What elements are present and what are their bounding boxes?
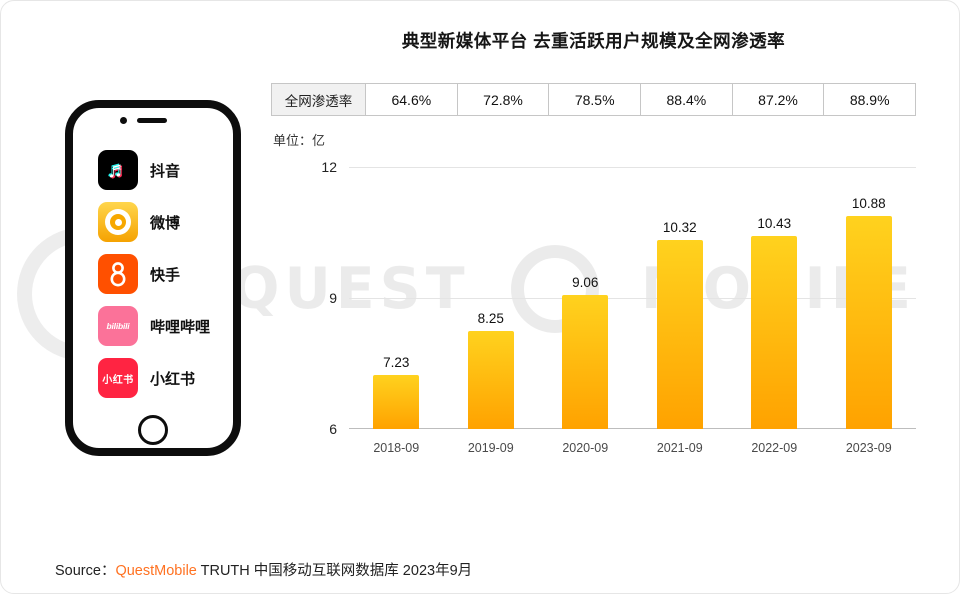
weibo-eye-iris bbox=[110, 214, 126, 230]
x-tick-label: 2020-09 bbox=[562, 441, 609, 455]
bar-value-label: 9.06 bbox=[572, 275, 599, 291]
bar-value-label: 10.32 bbox=[662, 220, 697, 236]
xiaohongshu-wordmark: 小红书 bbox=[102, 374, 134, 386]
y-axis-tick-label: 12 bbox=[321, 159, 337, 175]
bar-2020-09 bbox=[562, 295, 609, 429]
bar-2022-09 bbox=[751, 235, 798, 429]
app-label-douyin: 抖音 bbox=[150, 162, 181, 180]
app-row-weibo: 微博 bbox=[98, 202, 227, 242]
bar-column-2020: 9.06 bbox=[538, 167, 633, 429]
bar-column-2022: 10.43 bbox=[727, 167, 822, 429]
music-note-glyph: ♬ bbox=[107, 157, 129, 182]
x-tick-label: 2022-09 bbox=[751, 441, 798, 455]
penetration-value-2022: 87.2% bbox=[731, 83, 825, 116]
bar-column-2018: 7.23 bbox=[349, 167, 444, 429]
bar-2019-09 bbox=[467, 330, 514, 429]
penetration-value-2018: 64.6% bbox=[365, 83, 458, 116]
penetration-value-2020: 78.5% bbox=[548, 83, 642, 116]
douyin-icon: ♬ bbox=[98, 150, 138, 190]
bar-column-2021: 10.32 bbox=[633, 167, 728, 429]
bar-2018-09 bbox=[373, 375, 420, 429]
kuaishou-camera-shape bbox=[110, 262, 126, 287]
x-tick-label: 2019-09 bbox=[467, 441, 514, 455]
app-row-kuaishou: 快手 bbox=[98, 254, 227, 294]
penetration-value-2019: 72.8% bbox=[456, 83, 550, 116]
x-axis-line bbox=[349, 428, 916, 429]
kuaishou-icon bbox=[98, 254, 138, 294]
x-axis-labels: 2018-09 2019-09 2020-09 2021-09 2022-09 … bbox=[349, 441, 916, 455]
bar-chart: 12 9 6 7.23 8.25 9.06 bbox=[271, 159, 916, 467]
bar-columns: 7.23 8.25 9.06 10.32 10.43 bbox=[349, 167, 916, 429]
gridline bbox=[349, 167, 916, 168]
phone-speaker-icon bbox=[137, 118, 167, 123]
app-label-weibo: 微博 bbox=[150, 214, 181, 232]
penetration-value-2021: 88.4% bbox=[640, 83, 733, 116]
weibo-eye-shape bbox=[105, 209, 131, 235]
weibo-eye-pupil bbox=[114, 218, 122, 226]
plot-area: 7.23 8.25 9.06 10.32 10.43 bbox=[349, 167, 916, 429]
source-brand: QuestMobile bbox=[115, 563, 197, 579]
bilibili-wordmark: bilibili bbox=[106, 321, 130, 331]
bar-value-label: 8.25 bbox=[477, 310, 504, 326]
penetration-row-label: 全网渗透率 bbox=[271, 83, 366, 116]
app-list: ♬ 抖音 微博 bbox=[98, 150, 227, 398]
weibo-icon bbox=[98, 202, 138, 242]
bar-column-2023: 10.88 bbox=[822, 167, 917, 429]
bar-value-label: 10.88 bbox=[851, 195, 886, 211]
watermark-word-quest: QUEST bbox=[231, 256, 470, 322]
penetration-table: 全网渗透率 64.6% 72.8% 78.5% 88.4% 87.2% 88.9… bbox=[271, 83, 917, 116]
xiaohongshu-icon: 小红书 bbox=[98, 358, 138, 398]
gridline bbox=[349, 298, 916, 299]
y-axis-tick-label: 6 bbox=[329, 421, 337, 437]
unit-label: 单位：亿 bbox=[273, 133, 326, 148]
app-row-bilibili: bilibili 哔哩哔哩 bbox=[98, 306, 227, 346]
source-prefix: Source： bbox=[55, 563, 116, 579]
penetration-value-2023: 88.9% bbox=[823, 83, 917, 116]
page-title: 典型新媒体平台 去重活跃用户规模及全网渗透率 bbox=[401, 31, 786, 51]
bar-2021-09 bbox=[656, 240, 703, 429]
y-axis-tick-label: 9 bbox=[329, 290, 337, 306]
app-label-xiaohongshu: 小红书 bbox=[150, 370, 196, 388]
bar-value-label: 10.43 bbox=[757, 215, 792, 231]
x-tick-label: 2018-09 bbox=[373, 441, 420, 455]
phone-camera-icon bbox=[120, 117, 127, 124]
app-row-xiaohongshu: 小红书 小红书 bbox=[98, 358, 227, 398]
bilibili-icon: bilibili bbox=[98, 306, 138, 346]
app-label-bilibili: 哔哩哔哩 bbox=[150, 318, 211, 336]
bar-2023-09 bbox=[845, 215, 892, 429]
source-line: Source：QuestMobile TRUTH 中国移动互联网数据库 2023… bbox=[55, 559, 472, 580]
phone-illustration: ♬ 抖音 微博 bbox=[65, 100, 241, 456]
x-tick-label: 2021-09 bbox=[656, 441, 703, 455]
bar-column-2019: 8.25 bbox=[444, 167, 539, 429]
bar-value-label: 7.23 bbox=[383, 355, 410, 371]
phone-home-button-icon bbox=[138, 415, 168, 445]
x-tick-label: 2023-09 bbox=[845, 441, 892, 455]
app-label-kuaishou: 快手 bbox=[150, 266, 181, 284]
source-suffix: TRUTH 中国移动互联网数据库 2023年9月 bbox=[196, 563, 473, 579]
app-row-douyin: ♬ 抖音 bbox=[98, 150, 227, 190]
